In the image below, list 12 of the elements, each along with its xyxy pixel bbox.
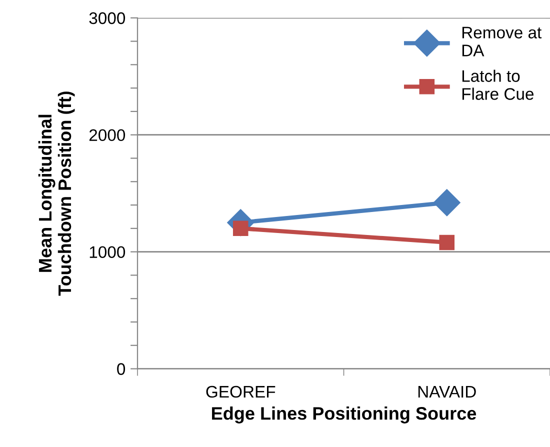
legend-label: Latch to Flare Cue — [462, 70, 534, 100]
x-tick-label: GEOREF — [206, 386, 276, 398]
legend-label: Remove at DA — [462, 26, 542, 56]
y-axis-title: Mean Longitudinal Touchdown Position (ft) — [38, 92, 75, 296]
x-tick-label: NAVAID — [418, 386, 476, 398]
y-tick-label: 2000 — [89, 129, 126, 142]
point — [433, 189, 460, 216]
point — [439, 234, 455, 250]
y-tick-label: 0 — [117, 363, 126, 375]
x-axis-title: Edge Lines Positioning Source — [212, 406, 476, 424]
y-tick-label: 3000 — [89, 12, 126, 24]
y-tick-label: 1000 — [90, 246, 126, 258]
